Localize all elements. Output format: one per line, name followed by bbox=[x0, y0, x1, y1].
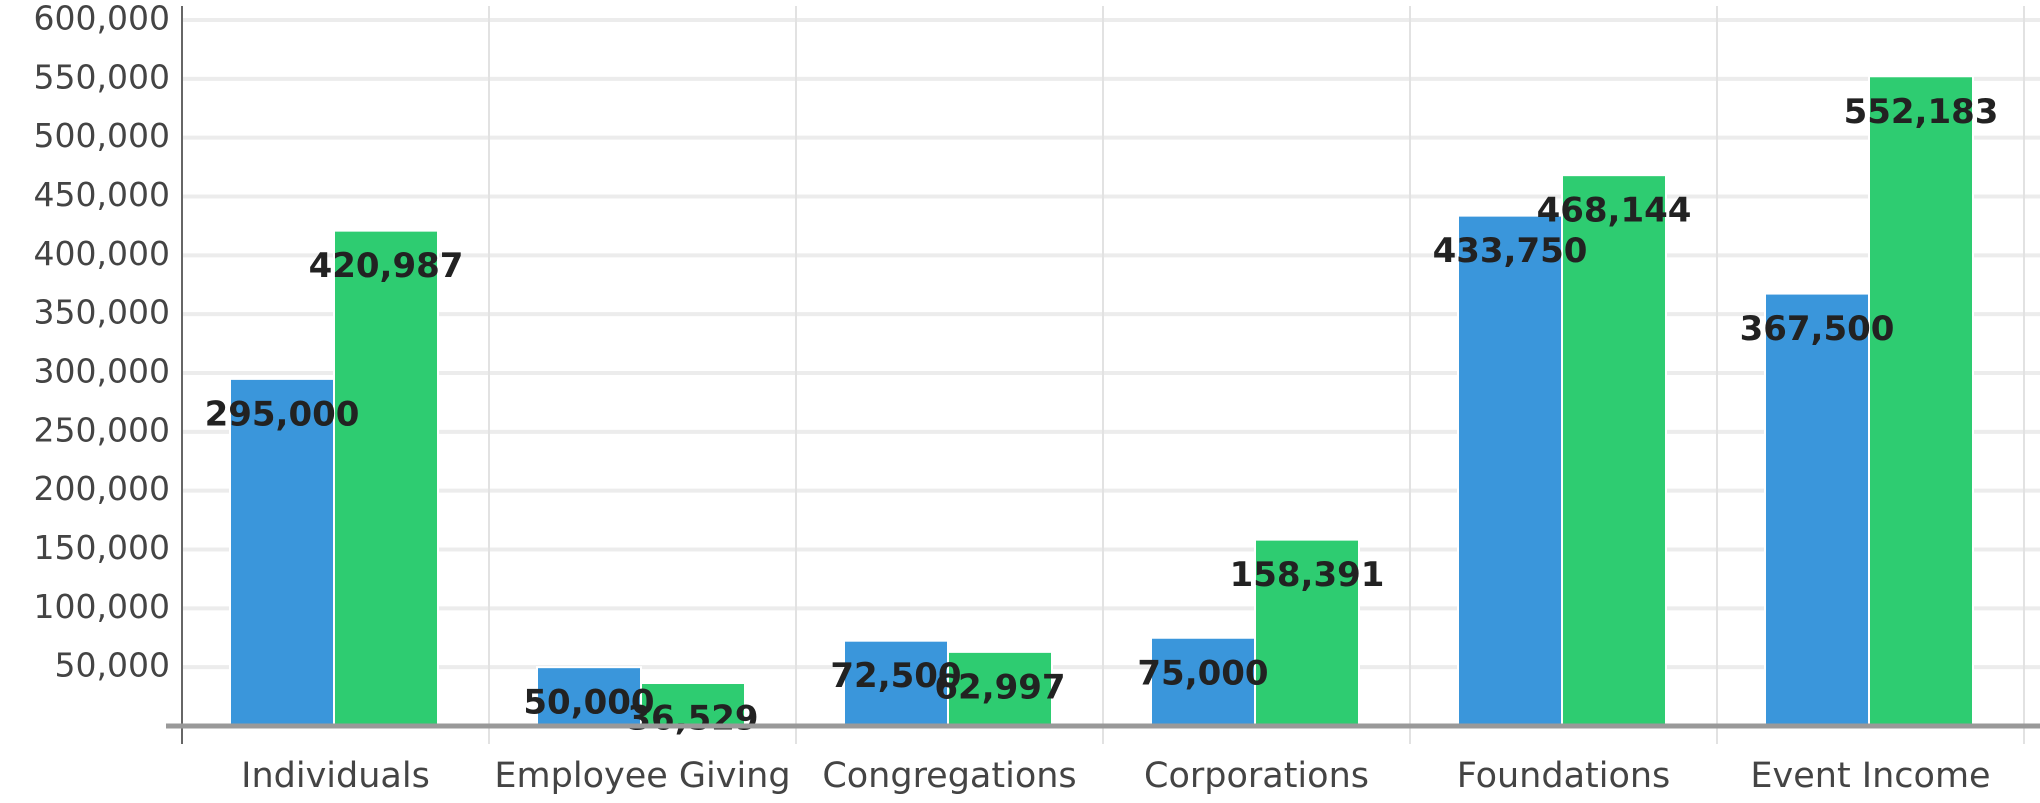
value-label: 62,997 bbox=[934, 667, 1065, 707]
bar bbox=[1254, 538, 1360, 727]
x-tick-label: Congregations bbox=[822, 756, 1076, 796]
value-label: 75,000 bbox=[1137, 653, 1268, 693]
bar bbox=[843, 639, 949, 727]
value-label: 367,500 bbox=[1740, 309, 1895, 349]
bar bbox=[536, 666, 642, 728]
bar bbox=[640, 682, 746, 727]
y-tick-label: 400,000 bbox=[34, 234, 170, 273]
value-label: 433,750 bbox=[1433, 231, 1588, 271]
value-label: 72,500 bbox=[830, 656, 961, 696]
bar bbox=[1457, 214, 1563, 728]
y-tick-label: 150,000 bbox=[34, 528, 170, 567]
y-tick-label: 550,000 bbox=[34, 57, 170, 96]
bar bbox=[1868, 75, 1974, 728]
x-tick-label: Individuals bbox=[241, 756, 430, 796]
x-tick-label: Foundations bbox=[1457, 756, 1671, 796]
y-tick-label: 500,000 bbox=[34, 116, 170, 155]
y-tick-label: 350,000 bbox=[34, 293, 170, 332]
x-tick-label: Event Income bbox=[1750, 756, 1990, 796]
value-label: 36,529 bbox=[627, 699, 758, 739]
bar bbox=[947, 650, 1053, 728]
value-label: 552,183 bbox=[1844, 92, 1999, 132]
y-tick-label: 450,000 bbox=[34, 175, 170, 214]
value-label: 158,391 bbox=[1230, 555, 1385, 595]
bar bbox=[1764, 292, 1870, 727]
bar bbox=[229, 377, 335, 727]
value-label: 50,000 bbox=[523, 683, 654, 723]
y-tick-label: 100,000 bbox=[34, 587, 170, 626]
bar bbox=[1561, 174, 1667, 727]
value-label: 420,987 bbox=[309, 246, 464, 286]
value-label: 468,144 bbox=[1537, 191, 1692, 231]
y-tick-label: 50,000 bbox=[55, 646, 170, 685]
y-tick-label: 250,000 bbox=[34, 410, 170, 449]
x-tick-label: Employee Giving bbox=[494, 756, 790, 796]
y-tick-label: 600,000 bbox=[34, 0, 170, 38]
value-label: 295,000 bbox=[205, 394, 360, 434]
y-tick-label: 200,000 bbox=[34, 469, 170, 508]
x-tick-label: Corporations bbox=[1144, 756, 1369, 796]
y-tick-label: 300,000 bbox=[34, 352, 170, 391]
bar bbox=[333, 229, 439, 727]
